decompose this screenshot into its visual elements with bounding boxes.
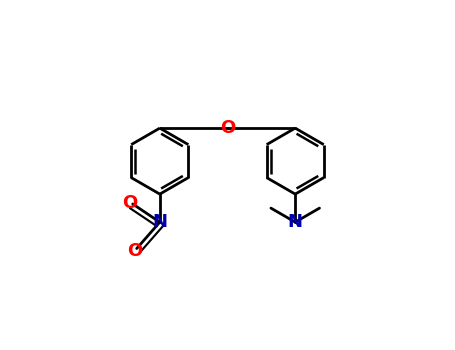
Text: N: N — [152, 213, 167, 231]
Text: O: O — [122, 194, 137, 212]
Text: O: O — [127, 241, 142, 260]
Text: N: N — [288, 213, 303, 231]
Text: O: O — [220, 119, 235, 137]
